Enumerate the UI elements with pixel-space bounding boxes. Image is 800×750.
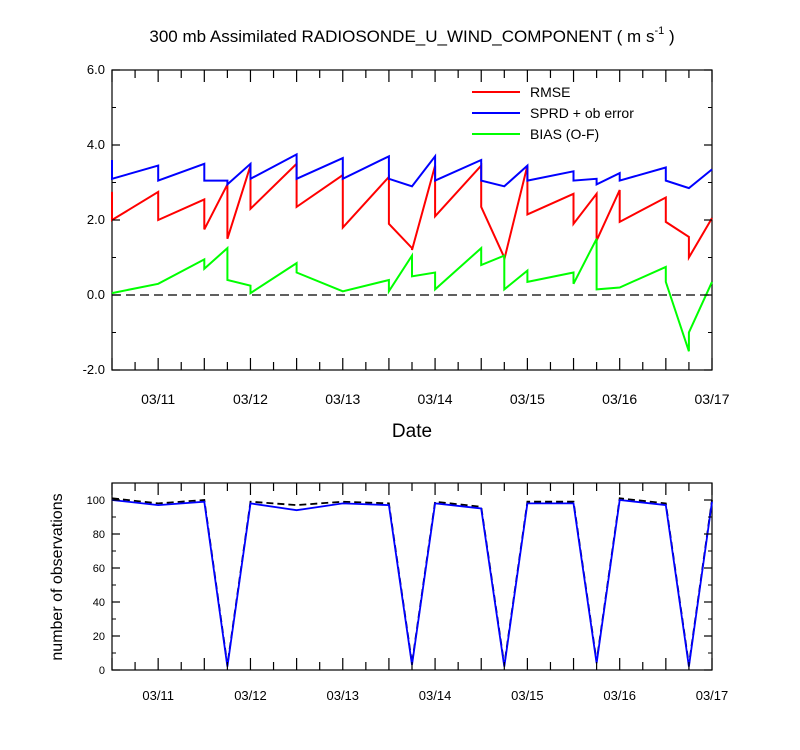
y-tick-label: 0.0 <box>87 287 105 302</box>
chart-title-superscript: -1 <box>654 25 664 37</box>
x-tick-label: 03/13 <box>326 688 359 703</box>
x-tick-label: 03/17 <box>696 688 729 703</box>
x-tick-label: 03/14 <box>419 688 452 703</box>
y-tick-label: 4.0 <box>87 137 105 152</box>
y-tick-label: -2.0 <box>83 362 105 377</box>
legend-label: SPRD + ob error <box>530 105 634 121</box>
x-tick-label: 03/12 <box>234 688 267 703</box>
y-tick-label: 2.0 <box>87 212 105 227</box>
y-axis-label: number of observations <box>49 493 66 660</box>
y-tick-label: 0 <box>99 665 105 677</box>
y-tick-label: 40 <box>93 597 105 609</box>
y-tick-label: 80 <box>93 529 105 541</box>
x-tick-label: 03/11 <box>141 391 175 407</box>
y-tick-label: 6.0 <box>87 62 105 77</box>
x-tick-label: 03/16 <box>602 391 637 407</box>
top-series <box>111 152 713 352</box>
bottom-axes <box>111 482 713 671</box>
series-line-bias-o-f <box>111 238 713 352</box>
top-ticks: -2.0 0.0 2.0 4.0 6.0 03/11 03/12 03/13 03/14 03/1… <box>83 62 730 407</box>
chart-title: 300 mb Assimilated RADIOSONDE_U_WIND_COM… <box>149 25 674 46</box>
x-tick-label: 03/15 <box>510 391 545 407</box>
bottom-chart: 0 20 40 60 80 100 03/11 03/12 03/13 03/14 03/15 03/… <box>49 482 729 703</box>
y-tick-label: 100 <box>87 495 105 507</box>
series-line-rmse <box>111 161 713 262</box>
bottom-ticks: 0 20 40 60 80 100 03/11 03/12 03/13 03/14 03/15 03/… <box>87 482 729 703</box>
legend-label: RMSE <box>530 84 570 100</box>
x-tick-label: 03/17 <box>694 391 729 407</box>
x-tick-label: 03/16 <box>603 688 636 703</box>
bottom-series <box>111 497 713 667</box>
top-chart: 300 mb Assimilated RADIOSONDE_U_WIND_COM… <box>83 25 730 442</box>
plot-frame <box>111 482 713 671</box>
series-line-sprd-ob-error <box>111 152 713 190</box>
chart-title-main: 300 mb Assimilated RADIOSONDE_U_WIND_COM… <box>149 27 654 46</box>
x-tick-label: 03/15 <box>511 688 544 703</box>
y-tick-label: 20 <box>93 631 105 643</box>
x-tick-label: 03/11 <box>142 688 174 703</box>
x-axis-label: Date <box>392 421 432 442</box>
legend: RMSE SPRD + ob error BIAS (O-F) <box>472 84 634 142</box>
series-line-observations-possible <box>111 497 713 666</box>
x-tick-label: 03/13 <box>325 391 360 407</box>
x-tick-label: 03/14 <box>418 391 453 407</box>
chart-title-end: ) <box>664 27 674 46</box>
series-line-observations-used <box>111 499 713 667</box>
legend-label: BIAS (O-F) <box>530 126 599 142</box>
x-tick-label: 03/12 <box>233 391 268 407</box>
y-tick-label: 60 <box>93 563 105 575</box>
